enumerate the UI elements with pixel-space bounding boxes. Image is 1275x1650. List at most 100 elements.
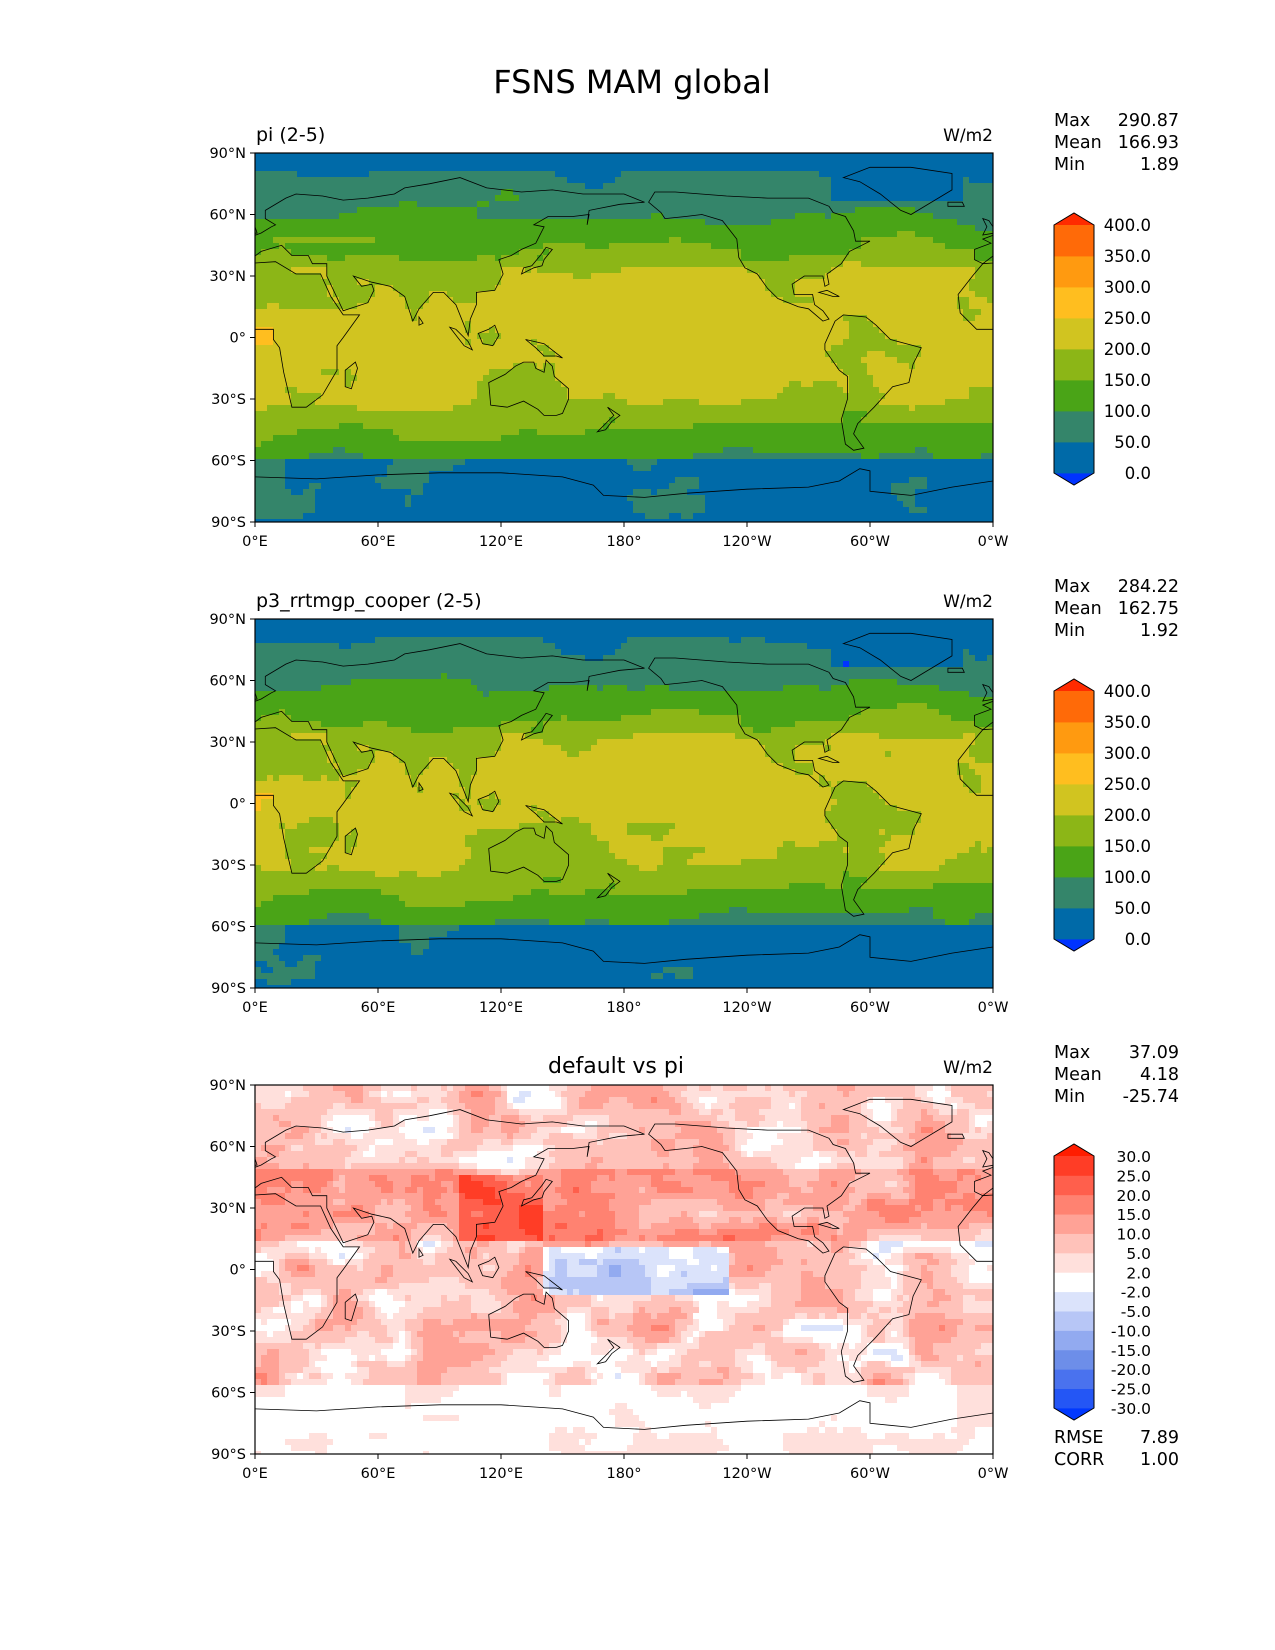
field-cell xyxy=(285,1439,334,1446)
field-cell xyxy=(639,1307,646,1314)
field-cell xyxy=(963,1307,993,1314)
field-cell xyxy=(867,1133,910,1140)
coastline-south-america xyxy=(824,780,922,917)
field-cell xyxy=(561,1193,616,1200)
field-cell xyxy=(903,1247,952,1254)
field-cell xyxy=(891,1331,898,1338)
field-cell xyxy=(441,871,844,878)
field-cell xyxy=(255,1265,274,1272)
field-cell xyxy=(423,1319,442,1326)
field-cell xyxy=(345,1103,418,1110)
field-cell xyxy=(885,333,993,340)
field-cell xyxy=(867,1433,886,1440)
field-cell xyxy=(255,637,376,644)
field-cell xyxy=(333,1169,436,1176)
field-cell xyxy=(477,1241,490,1248)
field-cell xyxy=(447,1187,454,1194)
field-cell xyxy=(417,1241,424,1248)
field-cell xyxy=(255,1403,406,1410)
field-cell xyxy=(633,507,706,514)
field-cell xyxy=(945,1085,952,1092)
field-cell xyxy=(843,369,868,376)
field-cell xyxy=(603,1157,700,1164)
field-cell xyxy=(291,1331,358,1338)
field-cell xyxy=(321,685,478,692)
field-cell xyxy=(693,1295,760,1302)
field-cell xyxy=(693,973,993,980)
field-cell xyxy=(459,1115,472,1122)
field-cell xyxy=(297,823,340,830)
coastline-japan xyxy=(520,1178,553,1207)
field-cell xyxy=(975,655,988,662)
field-cell xyxy=(327,267,502,274)
field-cell xyxy=(627,1325,652,1332)
field-cell xyxy=(621,643,808,650)
field-cell xyxy=(681,1181,730,1188)
coastline-iceland xyxy=(947,1133,965,1139)
field-cell xyxy=(441,1295,448,1302)
field-cell xyxy=(255,817,310,824)
field-cell xyxy=(363,1265,382,1272)
field-cell xyxy=(555,643,622,650)
field-cell xyxy=(933,453,982,460)
field-cell xyxy=(477,297,784,304)
field-cell xyxy=(663,835,838,842)
field-cell xyxy=(267,303,280,310)
colorbar-segment xyxy=(1054,411,1094,443)
field-cell xyxy=(975,1259,993,1266)
colorbar-segment xyxy=(1054,1330,1094,1351)
field-cell xyxy=(567,1265,598,1272)
field-cell xyxy=(825,775,964,782)
field-cell xyxy=(279,1289,292,1296)
field-cell xyxy=(729,1253,736,1260)
field-cell xyxy=(657,1379,676,1386)
field-cell xyxy=(633,501,706,508)
field-cell xyxy=(255,835,286,842)
field-cell xyxy=(825,811,922,818)
field-cell xyxy=(867,877,993,884)
field-cell xyxy=(777,853,886,860)
field-cell xyxy=(333,757,376,764)
colorbar: 0.050.0100.0150.0200.0250.0300.0350.0400… xyxy=(1053,678,1151,952)
field-cell xyxy=(855,207,916,214)
field-cell xyxy=(423,1193,442,1200)
field-cell xyxy=(405,495,412,502)
field-cell xyxy=(297,1373,304,1380)
field-cell xyxy=(543,351,556,358)
field-cell xyxy=(537,1283,544,1290)
field-cell xyxy=(951,1265,970,1272)
field-cell xyxy=(579,1103,604,1110)
field-cell xyxy=(255,1211,304,1218)
map-area xyxy=(255,619,993,988)
field-cell xyxy=(489,1253,520,1260)
field-cell xyxy=(819,1163,838,1170)
field-cell xyxy=(267,1187,286,1194)
field-cell xyxy=(255,1187,268,1194)
field-cell xyxy=(813,1271,862,1278)
field-cell xyxy=(303,1307,322,1314)
lat-tick-label: 90°N xyxy=(209,1078,246,1094)
field-cells xyxy=(255,1085,993,1454)
field-cell xyxy=(255,781,346,788)
field-cell xyxy=(519,1115,532,1122)
field-cell xyxy=(255,447,334,454)
field-cell xyxy=(411,489,424,496)
field-cell xyxy=(549,1259,556,1266)
field-cell xyxy=(345,1157,400,1164)
field-cell xyxy=(885,1397,898,1404)
field-cell xyxy=(399,1283,466,1290)
colorbar-tick-label: 400.0 xyxy=(1104,216,1151,235)
field-cell xyxy=(357,1367,370,1374)
field-cell xyxy=(519,1313,538,1320)
field-cell xyxy=(555,1265,568,1272)
field-cell xyxy=(807,1427,820,1434)
field-cell xyxy=(555,1301,592,1308)
field-cell xyxy=(693,1103,706,1110)
field-cell xyxy=(933,1433,946,1440)
field-cell xyxy=(903,1313,916,1320)
field-cell xyxy=(441,1373,502,1380)
field-cell xyxy=(975,757,993,764)
field-cell xyxy=(423,1337,460,1344)
field-cell xyxy=(459,799,466,806)
field-cell xyxy=(423,1307,472,1314)
